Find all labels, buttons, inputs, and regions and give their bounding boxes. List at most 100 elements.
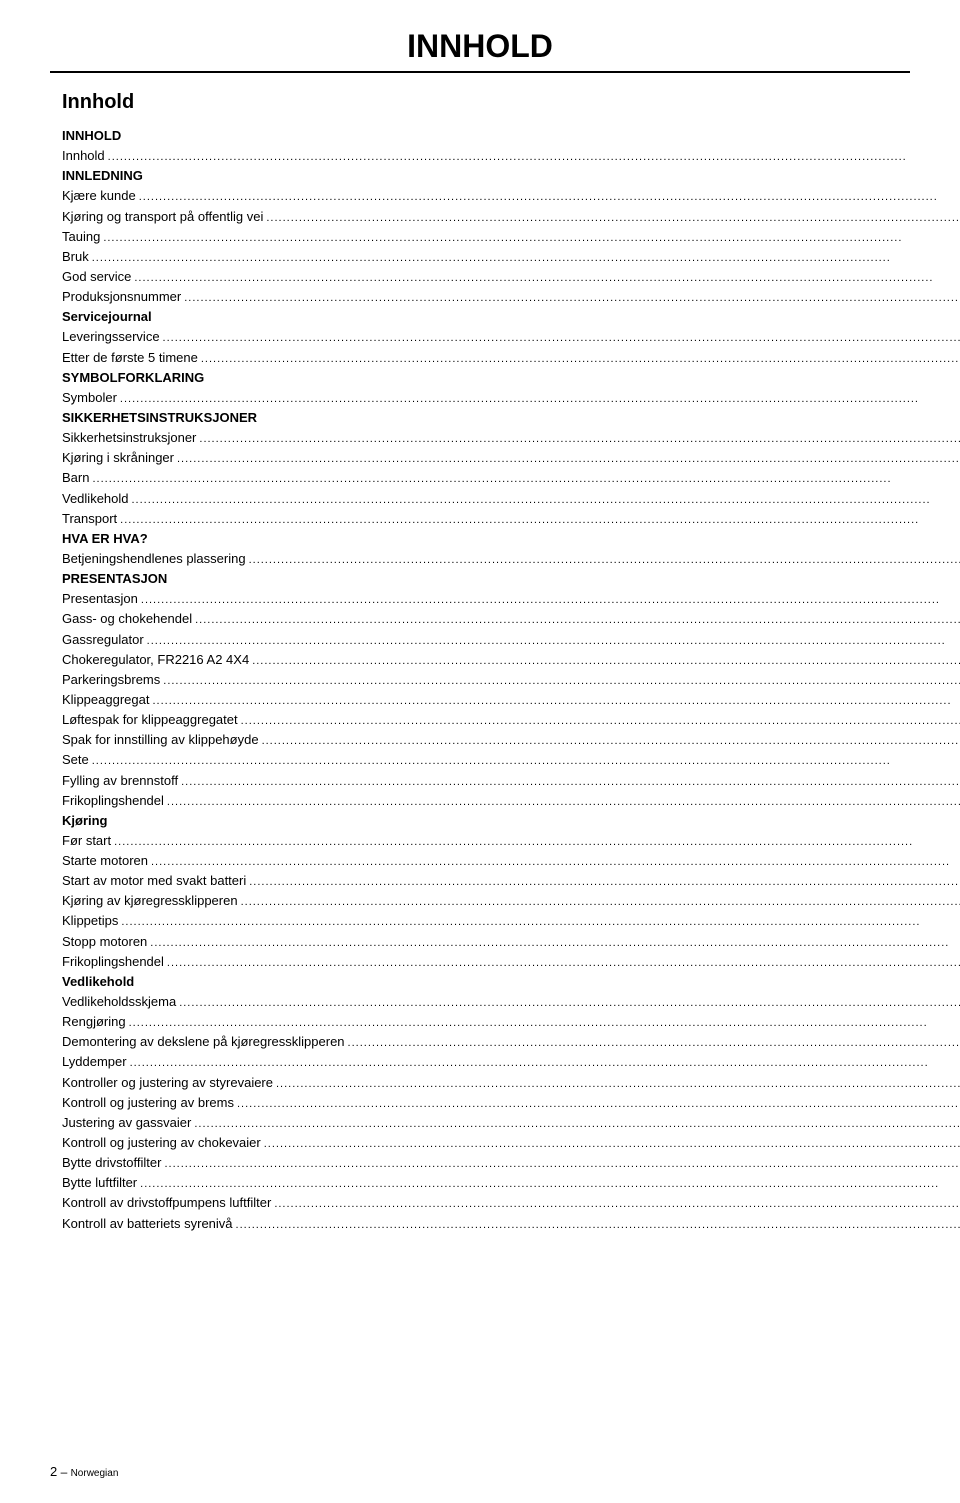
toc-entry: Kontroll og justering av brems22 (62, 1093, 960, 1113)
toc-entry-label: Starte motoren (62, 851, 148, 871)
toc-entry-label: Bytte drivstoffilter (62, 1153, 161, 1173)
toc-leader-dots (103, 227, 960, 247)
toc-entry-label: Transport (62, 509, 117, 529)
toc-entry: Sete14 (62, 750, 960, 770)
toc-entry: Etter de første 5 timene5 (62, 348, 960, 368)
toc-entry: Leveringsservice5 (62, 327, 960, 347)
toc-entry: Kjøring av kjøregressklipperen18 (62, 891, 960, 911)
toc-leader-dots (249, 871, 960, 891)
toc-entry: Kontroller og justering av styrevaiere21 (62, 1073, 960, 1093)
toc-entry: Parkeringsbrems13 (62, 670, 960, 690)
toc-section-heading: SIKKERHETSINSTRUKSJONER (62, 408, 960, 428)
toc-leader-dots (266, 207, 960, 227)
toc-entry: Frikoplingshendel15 (62, 791, 960, 811)
toc-entry-label: Bruk (62, 247, 89, 267)
toc-leader-dots (177, 448, 960, 468)
toc-leader-dots (164, 1153, 960, 1173)
toc-entry: Gass- og chokehendel13 (62, 609, 960, 629)
toc-entry: Kjære kunde3 (62, 186, 960, 206)
toc-leader-dots (249, 549, 960, 569)
toc-section-heading: Kjøring (62, 811, 960, 831)
toc-entry-label: Kontroll av batteriets syrenivå (62, 1214, 233, 1234)
toc-leader-dots (241, 710, 960, 730)
toc-entry-label: Etter de første 5 timene (62, 348, 198, 368)
toc-entry-label: God service (62, 267, 131, 287)
page-title: INNHOLD (50, 0, 910, 73)
footer-language: Norwegian (71, 1468, 119, 1479)
toc-entry-label: Kontroll og justering av chokevaier (62, 1133, 261, 1153)
toc-leader-dots (276, 1073, 960, 1093)
toc-leader-dots (163, 327, 960, 347)
toc-entry: Presentasjon13 (62, 589, 960, 609)
toc-entry-label: Fylling av brennstoff (62, 771, 178, 791)
toc-leader-dots (262, 730, 960, 750)
toc-leader-dots (120, 509, 960, 529)
toc-entry: Justering av gassvaier22 (62, 1113, 960, 1133)
toc-entry-label: Kjøring i skråninger (62, 448, 174, 468)
toc-entry: Betjeningshendlenes plassering12 (62, 549, 960, 569)
toc-entry: Lyddemper21 (62, 1052, 960, 1072)
toc-entry-label: Løftespak for klippeaggregatet (62, 710, 238, 730)
toc-entry: Tauing3 (62, 227, 960, 247)
toc-section-heading: Vedlikehold (62, 972, 960, 992)
toc-entry-label: Sete (62, 750, 89, 770)
toc-entry: Frikoplingshendel19 (62, 952, 960, 972)
toc-entry: Stopp motoren19 (62, 932, 960, 952)
toc-leader-dots (150, 932, 960, 952)
toc-entry: Rengjøring21 (62, 1012, 960, 1032)
toc-leader-dots (184, 287, 960, 307)
page-footer: 2 – Norwegian (50, 1464, 118, 1479)
footer-separator: – (57, 1465, 70, 1479)
toc-entry-label: Vedlikehold (62, 489, 129, 509)
toc-entry: Chokeregulator, FR2216 A2 4X413 (62, 650, 960, 670)
toc-entry: Produksjonsnummer4 (62, 287, 960, 307)
toc-entry: Kjøring i skråninger9 (62, 448, 960, 468)
toc-leader-dots (252, 650, 960, 670)
toc-entry-label: Klippeaggregat (62, 690, 149, 710)
toc-entry-label: Kontroll og justering av brems (62, 1093, 234, 1113)
toc-leader-dots (237, 1093, 960, 1113)
toc-entry-label: Bytte luftfilter (62, 1173, 137, 1193)
toc-entry-label: Klippetips (62, 911, 118, 931)
toc-section-heading: PRESENTASJON (62, 569, 960, 589)
toc-entry: Sikkerhetsinstruksjoner8 (62, 428, 960, 448)
toc-entry: Kontroll av batteriets syrenivå25 (62, 1214, 960, 1234)
toc-leader-dots (348, 1032, 960, 1052)
toc-leader-dots (130, 1052, 960, 1072)
toc-entry-label: Tauing (62, 227, 100, 247)
toc-leader-dots (181, 771, 960, 791)
toc-leader-dots (241, 891, 960, 911)
toc-leader-dots (134, 267, 960, 287)
toc-entry-label: Leveringsservice (62, 327, 160, 347)
toc-entry-label: Spak for innstilling av klippehøyde (62, 730, 259, 750)
toc-entry: Kontroll og justering av chokevaier23 (62, 1133, 960, 1153)
toc-entry: Gassregulator13 (62, 630, 960, 650)
toc-entry-label: Presentasjon (62, 589, 138, 609)
toc-entry-label: Gass- og chokehendel (62, 609, 192, 629)
toc-leader-dots (120, 388, 960, 408)
toc-entry-label: Frikoplingshendel (62, 952, 164, 972)
toc-leader-dots (141, 589, 960, 609)
toc-entry: Klippetips18 (62, 911, 960, 931)
toc-leader-dots (92, 750, 960, 770)
toc-entry: Bytte drivstoffilter23 (62, 1153, 960, 1173)
toc-entry-label: Sikkerhetsinstruksjoner (62, 428, 196, 448)
toc-entry: God service4 (62, 267, 960, 287)
toc-entry: Vedlikeholdsskjema20 (62, 992, 960, 1012)
toc-entry-label: Stopp motoren (62, 932, 147, 952)
toc-section-heading: HVA ER HVA? (62, 529, 960, 549)
toc-entry-label: Justering av gassvaier (62, 1113, 191, 1133)
toc-leader-dots (121, 911, 960, 931)
toc-entry: Fylling av brennstoff14 (62, 771, 960, 791)
toc-entry: Løftespak for klippeaggregatet14 (62, 710, 960, 730)
toc-entry-label: Start av motor med svakt batteri (62, 871, 246, 891)
toc-entry: Starte motoren16 (62, 851, 960, 871)
toc-leader-dots (151, 851, 960, 871)
toc-leader-dots (140, 1173, 960, 1193)
toc-leader-dots (108, 146, 960, 166)
toc-entry-label: Kjøring og transport på offentlig vei (62, 207, 263, 227)
toc-leader-dots (92, 468, 960, 488)
toc-entry: Barn10 (62, 468, 960, 488)
toc-leader-dots (139, 186, 960, 206)
toc-leader-dots (92, 247, 960, 267)
